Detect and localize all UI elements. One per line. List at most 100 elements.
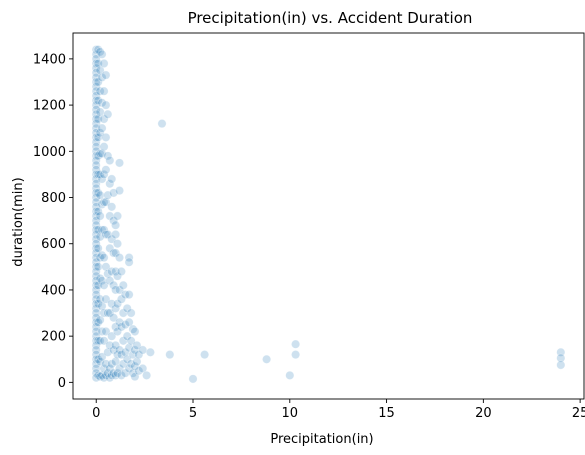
plot-frame	[72, 32, 585, 400]
data-point	[91, 220, 101, 230]
x-tick-label: 10	[282, 406, 299, 421]
data-point	[93, 206, 103, 216]
data-point	[91, 183, 101, 193]
data-point	[99, 169, 109, 179]
data-point	[124, 253, 134, 263]
data-point	[97, 49, 107, 59]
data-point	[111, 230, 121, 240]
data-point	[132, 357, 142, 367]
y-tick-label: 1200	[33, 99, 66, 114]
data-point	[95, 315, 105, 325]
x-tick-label: 25	[572, 406, 585, 421]
data-point	[97, 276, 107, 286]
x-tick-label: 5	[189, 406, 197, 421]
data-point	[145, 347, 155, 357]
x-tick-label: 0	[92, 406, 100, 421]
x-tick-label: 15	[378, 406, 395, 421]
data-point	[285, 370, 295, 380]
data-point	[101, 70, 111, 80]
data-point	[91, 114, 101, 124]
data-point	[113, 211, 123, 221]
data-point	[99, 114, 109, 124]
data-point	[105, 243, 115, 253]
y-tick-label: 1400	[33, 52, 66, 67]
y-tick-label: 1000	[33, 145, 66, 160]
data-point	[111, 220, 121, 230]
data-point	[262, 354, 272, 364]
data-point	[116, 266, 126, 276]
data-point	[291, 339, 301, 349]
data-point	[103, 347, 113, 357]
data-point	[113, 239, 123, 249]
data-point	[95, 65, 105, 75]
data-point	[107, 202, 117, 212]
y-axis-label: duration(min)	[11, 177, 26, 266]
data-point	[124, 290, 134, 300]
data-point	[115, 345, 125, 355]
data-point	[91, 266, 101, 276]
data-point	[111, 303, 121, 313]
data-point	[115, 253, 125, 263]
data-point	[91, 142, 101, 152]
data-point	[99, 58, 109, 68]
data-point	[105, 179, 115, 189]
data-point	[97, 123, 107, 133]
data-point	[109, 248, 119, 258]
data-point	[103, 308, 113, 318]
data-point	[93, 77, 103, 87]
data-point	[91, 350, 101, 360]
x-tick-label: 20	[475, 406, 492, 421]
data-point	[126, 308, 136, 318]
data-point	[556, 360, 566, 370]
chart-title: Precipitation(in) vs. Accident Duration	[188, 9, 473, 27]
data-point	[101, 132, 111, 142]
data-point	[138, 345, 148, 355]
data-point	[101, 262, 111, 272]
data-point	[124, 257, 134, 267]
data-point	[109, 280, 119, 290]
data-point	[91, 202, 101, 212]
y-tick-label: 400	[41, 283, 66, 298]
data-point	[120, 368, 130, 378]
data-point	[115, 158, 125, 168]
data-point	[99, 142, 109, 152]
data-point	[97, 301, 107, 311]
data-point	[101, 165, 111, 175]
data-point	[115, 317, 125, 327]
data-point	[95, 190, 105, 200]
data-point	[200, 350, 210, 360]
data-point	[109, 313, 119, 323]
data-point	[99, 225, 109, 235]
y-tick-label: 800	[41, 191, 66, 206]
data-point	[101, 326, 111, 336]
data-point	[91, 96, 101, 106]
y-tick-label: 600	[41, 237, 66, 252]
data-point	[105, 276, 115, 286]
data-point	[124, 317, 134, 327]
x-axis-ticks: 0 5 10 15 20 25	[92, 399, 585, 421]
data-point	[91, 363, 101, 373]
data-point	[99, 86, 109, 96]
data-point	[157, 119, 167, 129]
data-point	[97, 174, 107, 184]
data-point	[91, 308, 101, 318]
data-point	[103, 151, 113, 161]
data-point	[91, 285, 101, 295]
data-point	[103, 190, 113, 200]
data-point	[130, 326, 140, 336]
data-point	[118, 280, 128, 290]
data-point	[93, 262, 103, 272]
data-point	[91, 243, 101, 253]
data-point	[97, 149, 107, 159]
data-point	[105, 363, 115, 373]
data-point	[91, 137, 101, 147]
data-point	[95, 357, 105, 367]
data-point	[105, 211, 115, 221]
data-point	[107, 331, 117, 341]
data-point	[120, 290, 130, 300]
data-point	[115, 186, 125, 196]
data-point	[99, 253, 109, 263]
data-point	[91, 303, 101, 313]
points-layer	[91, 45, 566, 384]
